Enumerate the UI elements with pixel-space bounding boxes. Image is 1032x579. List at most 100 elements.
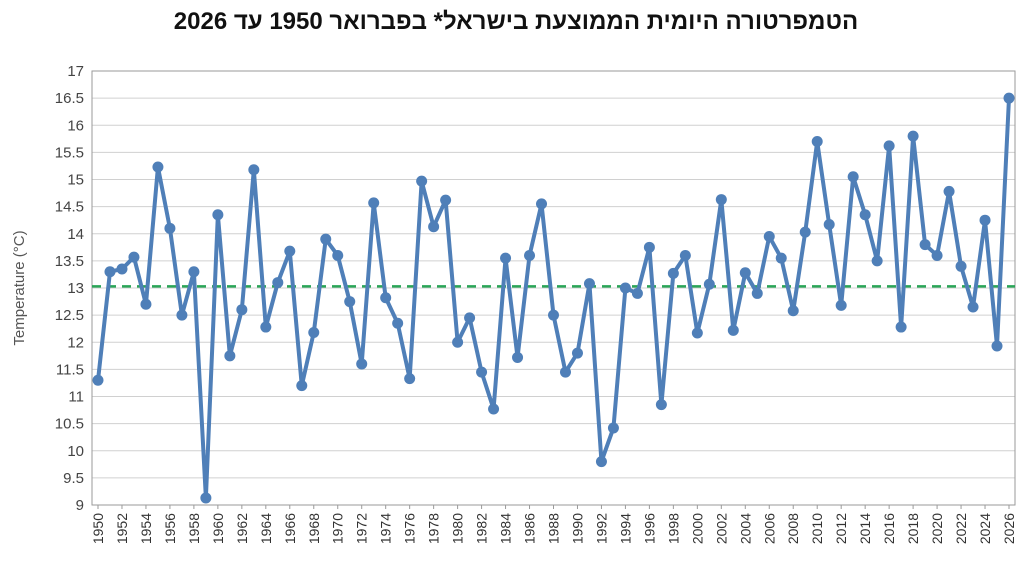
data-point xyxy=(248,164,260,176)
x-tick-label: 1950 xyxy=(90,513,106,544)
data-point xyxy=(931,249,943,261)
y-tick-label: 13 xyxy=(67,280,84,297)
data-point xyxy=(595,456,607,468)
data-point xyxy=(404,373,416,385)
x-tick-label: 1982 xyxy=(474,513,490,544)
x-tick-label: 2020 xyxy=(929,513,945,544)
data-point xyxy=(811,136,823,148)
data-point xyxy=(727,324,739,336)
x-tick-label: 1988 xyxy=(546,513,562,544)
data-point xyxy=(188,266,200,278)
data-point xyxy=(775,252,787,264)
data-point xyxy=(116,263,128,275)
data-point xyxy=(631,287,643,299)
y-tick-label: 9.5 xyxy=(63,470,84,487)
series-line xyxy=(96,96,1011,500)
data-point xyxy=(500,252,512,264)
data-point xyxy=(548,309,559,321)
data-point xyxy=(428,221,440,233)
x-tick-label: 1954 xyxy=(138,513,154,544)
x-tick-label: 2016 xyxy=(881,513,897,544)
data-point xyxy=(452,336,464,348)
data-point xyxy=(751,287,763,299)
data-point xyxy=(344,296,356,308)
x-tick-label: 1992 xyxy=(593,513,609,544)
data-point xyxy=(883,140,895,152)
y-axis-label: Temperature (°C) xyxy=(11,230,28,345)
data-point xyxy=(787,305,799,317)
data-point xyxy=(380,292,392,304)
x-tick-label: 2006 xyxy=(761,513,777,544)
x-tick-label: 2018 xyxy=(905,513,921,544)
y-tick-label: 14 xyxy=(67,226,84,243)
y-tick-label: 9 xyxy=(76,497,84,514)
data-point xyxy=(655,399,667,411)
y-tick-label: 11.5 xyxy=(56,361,84,378)
data-point xyxy=(907,130,919,142)
x-tick-label: 2008 xyxy=(785,513,801,544)
data-point xyxy=(524,249,536,261)
x-tick-label: 1994 xyxy=(617,513,633,544)
data-point xyxy=(643,241,655,253)
data-point xyxy=(224,350,236,362)
data-point xyxy=(559,366,571,378)
data-point xyxy=(691,327,703,339)
data-point xyxy=(607,422,619,434)
data-point xyxy=(536,198,548,210)
data-point xyxy=(212,209,224,221)
x-tick-label: 2004 xyxy=(737,513,753,544)
y-tick-label: 12 xyxy=(67,334,84,351)
y-tick-label: 10.5 xyxy=(55,416,84,433)
data-point xyxy=(512,351,524,363)
x-tick-label: 1970 xyxy=(330,513,346,544)
data-point xyxy=(308,326,320,338)
data-point xyxy=(619,282,631,294)
x-tick-label: 2024 xyxy=(977,513,993,544)
data-point xyxy=(823,219,835,231)
y-tick-label: 10 xyxy=(67,443,84,460)
data-point xyxy=(296,380,308,392)
x-tick-label: 1976 xyxy=(402,513,418,544)
data-point xyxy=(871,255,883,267)
data-point xyxy=(715,194,727,206)
x-tick-label: 2022 xyxy=(953,513,969,544)
data-point xyxy=(583,278,595,290)
data-point xyxy=(392,317,404,329)
x-tick-label: 1956 xyxy=(162,513,178,544)
data-point xyxy=(739,267,751,279)
data-point xyxy=(835,299,847,311)
x-tick-label: 2000 xyxy=(689,513,705,544)
data-point xyxy=(679,249,691,261)
x-tick-label: 1998 xyxy=(665,513,681,544)
x-tick-label: 2012 xyxy=(833,513,849,544)
x-tick-label: 1984 xyxy=(498,513,514,544)
x-tick-label: 1952 xyxy=(114,513,130,544)
data-point xyxy=(272,277,284,289)
x-tick-label: 1986 xyxy=(522,513,538,544)
data-point xyxy=(440,194,452,206)
y-tick-label: 13.5 xyxy=(55,253,84,270)
data-point xyxy=(284,245,296,257)
data-point xyxy=(260,321,272,333)
x-tick-label: 2010 xyxy=(809,513,825,544)
data-point xyxy=(967,301,979,313)
data-point xyxy=(991,340,1003,352)
data-point xyxy=(152,161,164,173)
x-tick-label: 1974 xyxy=(378,513,394,544)
data-point xyxy=(332,249,344,261)
data-point xyxy=(943,185,955,197)
y-tick-label: 17 xyxy=(67,63,84,80)
x-tick-label: 1980 xyxy=(450,513,466,544)
x-tick-label: 1966 xyxy=(282,513,298,544)
y-tick-label: 14.5 xyxy=(55,199,84,216)
y-tick-label: 12.5 xyxy=(55,307,84,324)
x-tick-label: 1972 xyxy=(354,513,370,544)
y-tick-label: 15 xyxy=(67,172,84,189)
data-point xyxy=(703,278,715,290)
chart-title: הטמפרטורה היומית הממוצעת בישראל* בפברואר… xyxy=(173,8,859,35)
data-point xyxy=(200,492,212,504)
x-tick-label: 1962 xyxy=(234,513,250,544)
y-tick-label: 11 xyxy=(68,389,84,406)
data-point xyxy=(368,197,380,209)
